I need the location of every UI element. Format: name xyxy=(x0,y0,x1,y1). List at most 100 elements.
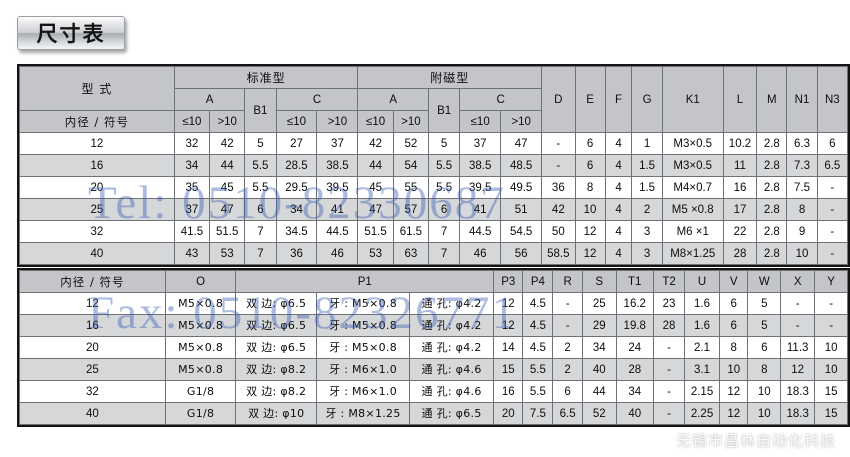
cell-mag_c_gt: 51 xyxy=(500,198,543,221)
cell-X: - xyxy=(780,292,816,315)
cell-P3: 16 xyxy=(493,380,524,403)
cell-U: 3.1 xyxy=(684,358,721,381)
cell-mag_c_le: 46 xyxy=(459,242,502,265)
table-row: 12 32 42 5 27 37 42 52 5 37 47-6 4 1 M3×0.5 10.2 2.8 6.3… xyxy=(19,132,849,155)
cell-W: 6 xyxy=(747,336,782,359)
cell-R: - xyxy=(552,292,583,315)
cell-std_a_gt: 53 xyxy=(209,242,246,265)
cell-S: 44 xyxy=(581,380,617,403)
header-row-subgroups: A B1 C A B1 C xyxy=(20,88,848,133)
cell-mag_c_gt: 49.5 xyxy=(500,176,543,199)
cell-U: 2.15 xyxy=(684,380,721,403)
cell-L: 22 xyxy=(722,220,758,243)
cell-N1: 7.3 xyxy=(786,154,818,177)
cell-P4: 5.5 xyxy=(522,380,554,403)
cell-E: 6 xyxy=(574,132,606,155)
table-header: 内径 / 符号 O P1 P3 P4 R S T1 T2 U V W X Y xyxy=(19,270,848,293)
cell-S: 29 xyxy=(581,314,617,337)
cell-R: 6.5 xyxy=(552,402,583,425)
cell-U: 2.1 xyxy=(684,336,721,359)
table-row: 16 34 44 5.5 28.5 38.5 44 54 5.5 38.5 48.5-6 4 1.5 M3… xyxy=(19,154,849,177)
cell-T1: 28 xyxy=(615,358,654,381)
cell-O: M5×0.8 xyxy=(164,358,237,381)
cell-P3: 12 xyxy=(493,292,524,315)
header-col-R: R xyxy=(552,270,583,293)
cell-K1: M3×0.5 xyxy=(661,154,724,177)
cell-N3: - xyxy=(816,176,849,199)
cell-p1_double: 双 边: φ8.2 xyxy=(235,380,318,403)
header-col-V: V xyxy=(719,270,749,293)
cell-F: 4 xyxy=(604,132,633,155)
dimension-table-primary-wrapper: 型 式 标准型 附磁型 D E F G K1 L M N1 N3 A B1 C … xyxy=(17,64,850,272)
cell-std_a_gt: 45 xyxy=(209,176,246,199)
header-standard-C: C xyxy=(275,88,359,111)
header-magnet-A: A xyxy=(357,88,430,111)
header-col-M: M xyxy=(756,66,788,133)
header-col-N3: N3 xyxy=(816,66,849,133)
cell-N3: - xyxy=(816,220,849,243)
header-bore-symbol: 内径 / 符号 xyxy=(19,110,175,133)
cell-std_c_gt: 39.5 xyxy=(316,176,359,199)
table-header: 型 式 标准型 附磁型 D E F G K1 L M N1 N3 A B1 C … xyxy=(19,66,849,133)
cell-p1_double: 双 边: φ10 xyxy=(235,402,318,425)
cell-O: M5×0.8 xyxy=(164,314,237,337)
cell-D: - xyxy=(541,132,576,155)
cell-P3: 15 xyxy=(493,358,524,381)
cell-U: 2.25 xyxy=(684,402,721,425)
cell-mag_a_gt: 52 xyxy=(392,132,430,155)
cell-mag_a_le: 42 xyxy=(357,132,394,155)
cell-L: 17 xyxy=(722,198,758,221)
cell-std_c_le: 34.5 xyxy=(275,220,318,243)
cell-mag_b1: 7 xyxy=(428,242,461,265)
cell-T1: 40 xyxy=(615,402,654,425)
table-row: 25 37 47 6 34 41 47 57 6 41 51 42 10 4 2 M5 ×0.8 17 2.8 8- xyxy=(19,198,849,221)
cell-O: G1/8 xyxy=(164,380,237,403)
cell-W: 5 xyxy=(747,292,782,315)
table-row: 20 35 45 5.5 29.5 39.5 45 55 5.5 39.5 49.5 36 8 4 1.5 M… xyxy=(19,176,849,199)
cell-std_c_le: 34 xyxy=(275,198,318,221)
cell-O: M5×0.8 xyxy=(164,292,237,315)
cell-std_b1: 7 xyxy=(244,220,277,243)
cell-std_a_gt: 44 xyxy=(209,154,246,177)
cell-T1: 24 xyxy=(615,336,654,359)
cell-p1_double: 双 边: φ6.5 xyxy=(235,292,318,315)
cell-mag_b1: 6 xyxy=(428,198,461,221)
header-col-E: E xyxy=(574,66,606,133)
cell-D: 42 xyxy=(541,198,576,221)
cell-P4: 4.5 xyxy=(522,336,554,359)
cell-T2: - xyxy=(652,336,686,359)
cell-mag_a_gt: 54 xyxy=(392,154,430,177)
cell-M: 2.8 xyxy=(756,198,788,221)
cell-std_b1: 5.5 xyxy=(244,154,277,177)
cell-G: 1.5 xyxy=(631,154,663,177)
cell-mag_a_le: 51.5 xyxy=(357,220,394,243)
table-row: 20 M5×0.8 双 边: φ6.5 牙 : M5×0.8 通 孔: φ4.2 14 4.… xyxy=(19,336,848,359)
cell-F: 4 xyxy=(604,154,633,177)
cell-std_a_gt: 47 xyxy=(209,198,246,221)
cell-p1_hole: 通 孔: φ4.2 xyxy=(409,292,495,315)
dimension-table-secondary-wrapper: 内径 / 符号 O P1 P3 P4 R S T1 T2 U V W X Y 1… xyxy=(17,268,850,432)
cell-bore: 32 xyxy=(19,220,175,243)
cell-std_c_le: 27 xyxy=(275,132,318,155)
cell-V: 6 xyxy=(719,314,749,337)
cell-K1: M4×0.7 xyxy=(661,176,724,199)
cell-bore: 25 xyxy=(19,358,166,381)
cell-K1: M3×0.5 xyxy=(661,132,724,155)
table-row: 32 41.5 51.5 7 34.5 44.5 51.5 61.5 7 44.5 54.5 50 12… xyxy=(19,220,849,243)
cell-p1_double: 双 边: φ6.5 xyxy=(235,336,318,359)
cell-N1: 9 xyxy=(786,220,818,243)
cell-bore: 20 xyxy=(19,176,175,199)
cell-F: 4 xyxy=(604,220,633,243)
header-standard-A-gt10: >10 xyxy=(209,110,246,133)
cell-X: 11.3 xyxy=(780,336,816,359)
cell-bore: 40 xyxy=(19,402,166,425)
cell-std_a_le: 34 xyxy=(173,154,211,177)
cell-D: 58.5 xyxy=(541,242,576,265)
cell-std_c_gt: 37 xyxy=(316,132,359,155)
cell-E: 12 xyxy=(574,242,606,265)
header-col-T1: T1 xyxy=(615,270,654,293)
cell-N3: - xyxy=(816,242,849,265)
cell-P4: 5.5 xyxy=(522,358,554,381)
watermark-company-name: 无锡市昌林自动化科技 xyxy=(675,432,836,450)
cell-M: 2.8 xyxy=(756,220,788,243)
